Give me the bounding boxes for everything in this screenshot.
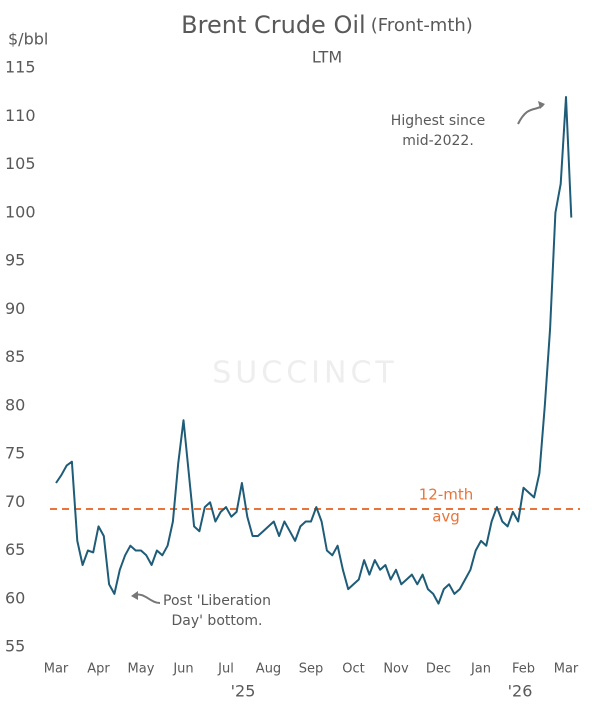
annotation-arrowhead [131,591,138,600]
y-tick-label: 105 [5,154,36,173]
x-tick-label: Jul [217,662,234,677]
x-tick-label: Aug [256,662,281,677]
y-tick-label: 100 [5,202,36,221]
year-label: '25 [231,682,256,701]
y-tick-label: 60 [5,588,25,607]
x-tick-label: Feb [512,662,535,677]
y-tick-label: 110 [5,106,36,125]
x-tick-label: Mar [554,662,579,677]
x-tick-label: May [128,662,155,677]
annotation: Highest since [391,113,485,129]
x-tick-label: Nov [383,662,409,677]
annotation: mid-2022. [402,133,474,149]
annotation: Day' bottom. [171,613,262,629]
average-label: 12-mth [419,486,474,504]
watermark: SUCCINCT [212,356,397,391]
annotation: Post 'Liberation [163,593,271,609]
y-axis-label: $/bbl [8,30,48,49]
x-tick-label: Apr [87,662,110,677]
chart-title: Brent Crude Oil [181,11,366,39]
annotation-arrow [517,104,544,125]
y-tick-label: 95 [5,251,25,270]
y-tick-label: 55 [5,637,25,656]
x-tick-label: Sep [299,662,324,677]
y-tick-label: 80 [5,395,25,414]
price-line [55,96,573,605]
x-tick-label: Oct [342,662,364,677]
x-tick-label: Mar [44,662,69,677]
y-tick-label: 65 [5,540,25,559]
y-tick-label: 75 [5,444,25,463]
x-tick-label: Dec [426,662,451,677]
year-label: '26 [508,682,533,701]
chart-title-group: Brent Crude Oil (Front-mth) [181,11,473,39]
x-tick-label: Jun [172,662,193,677]
y-tick-label: 85 [5,347,25,366]
x-tick-label: Jan [470,662,491,677]
average-label: avg [432,508,460,526]
y-tick-label: 90 [5,299,25,318]
y-tick-label: 70 [5,492,25,511]
annotation-arrowhead [538,101,545,109]
y-tick-label: 115 [5,58,36,77]
chart-title-note: (Front-mth) [371,15,473,36]
chart-subtitle: LTM [312,48,342,67]
